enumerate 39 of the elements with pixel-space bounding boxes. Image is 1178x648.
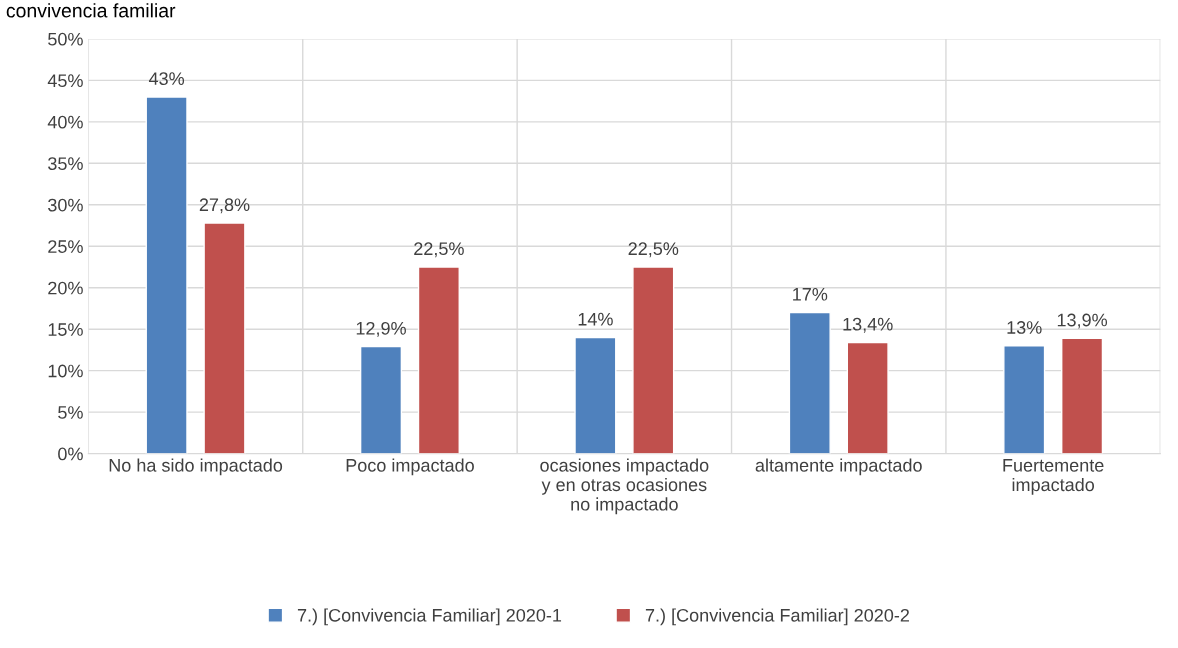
data-label: 43% bbox=[148, 72, 185, 86]
x-tick-label: altamente impactado bbox=[755, 458, 922, 476]
bar bbox=[1061, 337, 1104, 454]
data-label: 13% bbox=[1007, 321, 1042, 334]
y-tick-label: 0% bbox=[58, 447, 83, 461]
chart-title: convivencia familiar bbox=[6, 3, 176, 18]
data-label: 14% bbox=[578, 312, 613, 326]
y-tick-label: 15% bbox=[48, 323, 83, 336]
bar bbox=[1003, 345, 1046, 454]
x-tick-label: Fuertemente impactado bbox=[1003, 459, 1104, 495]
data-label: 22,5% bbox=[414, 242, 464, 258]
bar bbox=[417, 266, 460, 454]
y-tick-label: 25% bbox=[48, 240, 83, 253]
legend-label: 7.) [Convivencia Familiar] 2020-2 bbox=[645, 608, 909, 626]
x-tick-label: ocasiones impactado y en otras ocasiones no impactado bbox=[540, 458, 709, 515]
y-tick-label: 5% bbox=[58, 406, 83, 419]
bar bbox=[788, 311, 831, 454]
bar bbox=[203, 222, 246, 454]
y-tick-label: 30% bbox=[48, 198, 83, 212]
y-tick-label: 10% bbox=[48, 364, 83, 378]
y-tick-label: 45% bbox=[47, 74, 83, 88]
bar bbox=[145, 96, 188, 454]
data-label: 17% bbox=[793, 287, 828, 301]
legend-label: 7.) [Convivencia Familiar] 2020-1 bbox=[297, 608, 562, 626]
x-tick-label: No ha sido impactado bbox=[109, 458, 283, 476]
data-label: 13,4% bbox=[843, 317, 893, 333]
y-tick-label: 40% bbox=[47, 115, 83, 129]
data-label: 27,8% bbox=[199, 198, 250, 214]
bar bbox=[846, 341, 889, 454]
bar bbox=[574, 336, 617, 454]
y-tick-label: 50% bbox=[48, 32, 83, 46]
x-tick-label: Poco impactado bbox=[346, 458, 474, 476]
data-label: 12,9% bbox=[356, 321, 406, 337]
bar bbox=[632, 266, 675, 454]
bar bbox=[359, 345, 403, 454]
data-label: 13,9% bbox=[1057, 313, 1108, 329]
data-label: 22,5% bbox=[628, 242, 679, 258]
y-tick-label: 35% bbox=[48, 157, 83, 171]
y-tick-label: 20% bbox=[48, 281, 83, 295]
